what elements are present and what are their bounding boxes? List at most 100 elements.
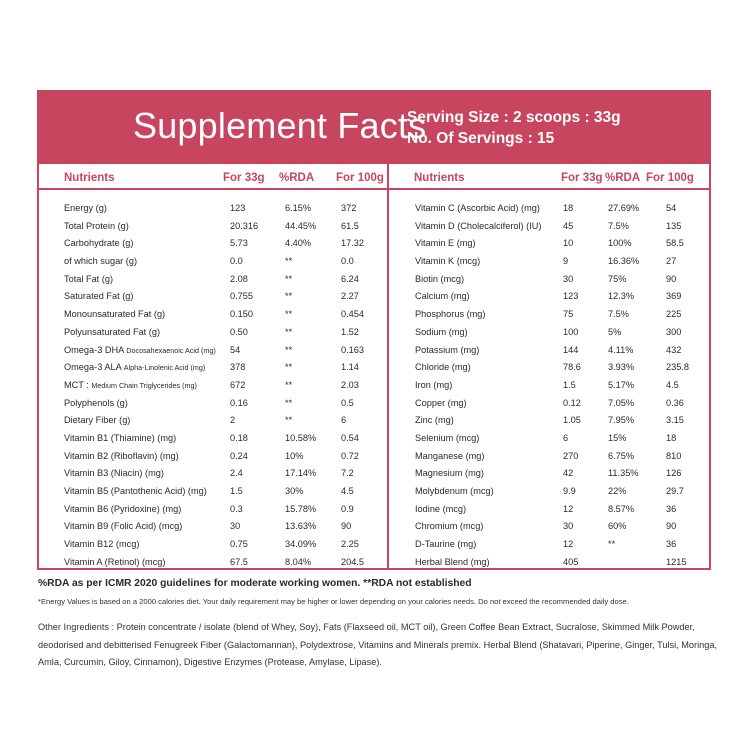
panel-title: Supplement Facts (133, 105, 427, 146)
value-33g: 0.75 (230, 539, 248, 550)
value-33g: 1.05 (563, 415, 581, 426)
nutrients-table-left: Energy (g) 123 6.15% 372 Total Protein (g) 2… (39, 200, 387, 571)
nutrient-name: of which sugar (g) (64, 256, 138, 267)
value-100g: 54 (666, 203, 677, 213)
table-row: MCT : Medium Chain Triglycerides (mg) 672… (39, 377, 387, 395)
value-33g: 45 (563, 220, 574, 231)
title-banner: Supplement Facts Serving Size : 2 scoops… (39, 92, 709, 164)
nutrient-name: Vitamin B5 (Pantothenic Acid) (mg) (64, 486, 207, 496)
value-rda: 13.63% (285, 521, 317, 532)
value-33g: 42 (563, 468, 574, 479)
value-100g: 126 (666, 468, 682, 479)
nutrient-name: Chloride (mg) (415, 362, 471, 373)
table-row: Phosphorus (mg) 75 7.5% 225 (388, 306, 711, 324)
value-33g: 30 (563, 273, 574, 284)
value-33g: 78.6 (563, 362, 581, 373)
value-33g: 9 (563, 256, 569, 267)
value-100g: 2.03 (341, 379, 359, 390)
nutrient-name: Energy (g) (64, 203, 107, 213)
value-100g: 235.8 (666, 362, 689, 373)
value-rda: ** (285, 379, 293, 390)
value-100g: 18 (666, 432, 677, 443)
value-100g: 432 (666, 344, 682, 355)
nutrient-name: Zinc (mg) (415, 415, 454, 426)
nutrient-name: Iron (mg) (415, 379, 453, 390)
value-rda: 11.35% (608, 468, 639, 479)
nutrient-name: Calcium (mg) (415, 291, 470, 302)
nutrient-name: Vitamin B1 (Thiamine) (mg) (64, 432, 177, 443)
value-33g: 18 (563, 203, 574, 213)
value-100g: 0.36 (666, 397, 684, 408)
value-100g: 204.5 (341, 556, 364, 567)
table-row: Monounsaturated Fat (g) 0.150 ** 0.454 (39, 306, 387, 324)
nutrient-name: Vitamin A (Retinol) (mcg) (64, 556, 166, 567)
value-rda: 22% (608, 486, 627, 496)
value-rda: ** (285, 344, 293, 355)
nutrient-name: Vitamin C (Ascorbic Acid) (mg) (415, 203, 540, 213)
nutrient-name: Copper (mg) (415, 397, 467, 408)
value-100g: 3.15 (666, 415, 684, 426)
value-rda: 75% (608, 273, 627, 284)
value-33g: 0.3 (230, 503, 243, 514)
nutrient-name: Molybdenum (mcg) (415, 486, 494, 496)
value-rda: 4.40% (285, 238, 312, 249)
value-33g: 0.0 (230, 256, 243, 267)
value-100g: 90 (341, 521, 352, 532)
value-rda: ** (285, 415, 293, 426)
value-100g: 2.25 (341, 539, 359, 550)
nutrient-name: Dietary Fiber (g) (64, 415, 131, 426)
table-row: Energy (g) 123 6.15% 372 (39, 200, 387, 218)
table-row: Vitamin D (Cholecalciferol) (IU) 45 7.5% 13… (388, 218, 711, 236)
value-33g: 12 (563, 539, 574, 550)
table-row: Dietary Fiber (g) 2 ** 6 (39, 412, 387, 430)
value-rda: 6.75% (608, 450, 635, 461)
value-rda: 17.14% (285, 468, 317, 479)
nutrient-name: Manganese (mg) (415, 450, 485, 461)
table-row: Magnesium (mg) 42 11.35% 126 (388, 465, 711, 483)
table-row: Iodine (mcg) 12 8.57% 36 (388, 501, 711, 519)
nutrient-name: Biotin (mcg) (415, 273, 465, 284)
value-100g: 17.32 (341, 238, 364, 249)
supplement-facts-panel: Supplement Facts Serving Size : 2 scoops… (37, 90, 711, 570)
nutrient-name: Vitamin K (mcg) (415, 256, 481, 267)
value-rda: 15% (608, 432, 627, 443)
value-rda: 6.15% (285, 203, 312, 213)
value-rda: 8.57% (608, 503, 635, 514)
table-row: Iron (mg) 1.5 5.17% 4.5 (388, 377, 711, 395)
value-rda: 100% (608, 238, 632, 249)
value-rda: ** (285, 326, 293, 337)
value-33g: 20.316 (230, 220, 259, 231)
rda-footnote: %RDA as per ICMR 2020 guidelines for mod… (38, 578, 472, 589)
table-row: Vitamin E (mg) 10 100% 58.5 (388, 235, 711, 253)
value-rda: 60% (608, 521, 627, 532)
value-rda: 3.93% (608, 362, 635, 373)
value-100g: 300 (666, 326, 682, 337)
value-33g: 270 (563, 450, 579, 461)
other-ingredients: Other Ingredients : Protein concentrate … (38, 622, 718, 667)
value-33g: 123 (230, 203, 246, 213)
value-100g: 1215 (666, 556, 687, 567)
table-row: Vitamin B9 (Folic Acid) (mcg) 30 13.63% 90 (39, 518, 387, 536)
nutrient-name: Potassium (mg) (415, 344, 480, 355)
value-33g: 54 (230, 344, 241, 355)
table-row: Total Fat (g) 2.08 ** 6.24 (39, 271, 387, 289)
value-rda: 7.5% (608, 309, 629, 320)
table-row: Vitamin B2 (Riboflavin) (mg) 0.24 10% 0.72 (39, 448, 387, 466)
nutrient-name: Chromium (mcg) (415, 521, 484, 532)
value-rda: 34.09% (285, 539, 317, 550)
value-100g: 1.14 (341, 362, 359, 373)
value-100g: 225 (666, 309, 682, 320)
value-rda: 44.45% (285, 220, 317, 231)
table-row: Selenium (mcg) 6 15% 18 (388, 430, 711, 448)
table-row: Omega-3 DHA Docosahexaenoic Acid (mg) 54 *… (39, 342, 387, 360)
value-rda: 15.78% (285, 503, 317, 514)
value-33g: 5.73 (230, 238, 248, 249)
value-100g: 0.9 (341, 503, 354, 514)
header-underline-left (39, 188, 387, 190)
value-100g: 0.54 (341, 432, 359, 443)
table-row: Total Protein (g) 20.316 44.45% 61.5 (39, 218, 387, 236)
value-100g: 36 (666, 503, 677, 514)
value-100g: 0.5 (341, 397, 354, 408)
nutrients-table-right: Vitamin C (Ascorbic Acid) (mg) 18 27.69% 54… (388, 200, 711, 571)
value-100g: 4.5 (341, 486, 354, 496)
